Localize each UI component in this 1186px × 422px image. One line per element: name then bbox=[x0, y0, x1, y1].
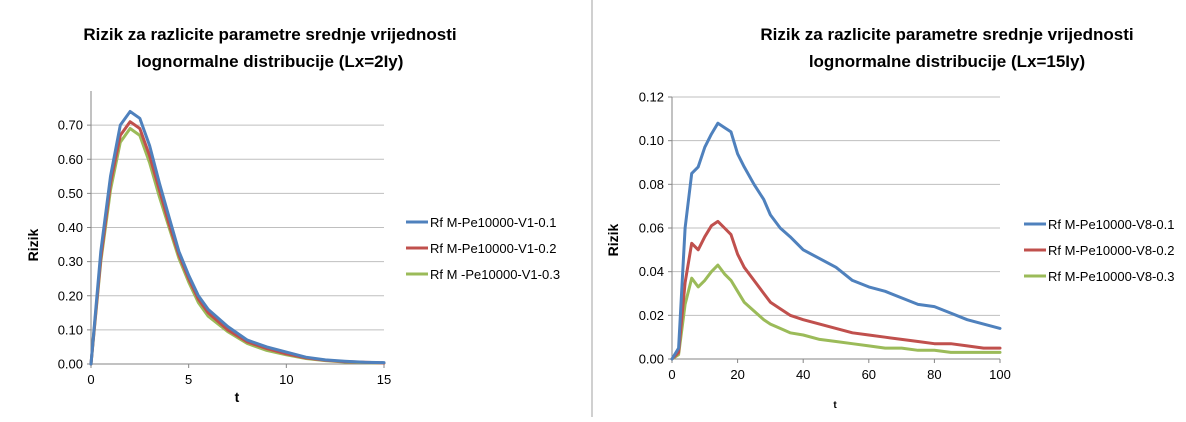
y-tick-label: 0.20 bbox=[58, 288, 83, 303]
legend-label: Rf M-Pe10000-V8-0.2 bbox=[1048, 243, 1174, 258]
legend-label: Rf M-Pe10000-V1-0.2 bbox=[430, 241, 556, 256]
series-line-1 bbox=[89, 110, 386, 366]
x-axis-label: t bbox=[833, 400, 837, 411]
series-line-3 bbox=[89, 127, 386, 366]
legend-label: Rf M -Pe10000-V1-0.3 bbox=[430, 267, 560, 282]
y-tick-label: 0.06 bbox=[639, 221, 664, 236]
x-tick-label: 0 bbox=[668, 367, 675, 382]
y-tick-label: 0.12 bbox=[639, 90, 664, 105]
x-tick-label: 40 bbox=[796, 367, 810, 382]
y-tick-label: 0.40 bbox=[58, 220, 83, 235]
y-tick-label: 0.00 bbox=[58, 357, 83, 372]
x-tick-label: 100 bbox=[989, 367, 1011, 382]
chart-left-panel: Rizik za razlicite parametre srednje vri… bbox=[0, 0, 592, 417]
y-tick-label: 0.60 bbox=[58, 152, 83, 167]
x-tick-label: 10 bbox=[279, 372, 293, 387]
chart-title-line-1: Rizik za razlicite parametre srednje vri… bbox=[83, 25, 456, 44]
x-tick-label: 0 bbox=[87, 372, 94, 387]
y-tick-label: 0.30 bbox=[58, 254, 83, 269]
chart-left: Rizik za razlicite parametre srednje vri… bbox=[25, 25, 560, 405]
chart-title-line-1: Rizik za razlicite parametre srednje vri… bbox=[760, 25, 1133, 44]
chart-title-line-2: lognormalne distribucije (Lx=15Iy) bbox=[809, 52, 1085, 71]
y-tick-label: 0.08 bbox=[639, 177, 664, 192]
x-tick-label: 60 bbox=[862, 367, 876, 382]
y-tick-label: 0.50 bbox=[58, 186, 83, 201]
y-tick-label: 0.02 bbox=[639, 308, 664, 323]
legend-label: Rf M-Pe10000-V1-0.1 bbox=[430, 215, 556, 230]
y-axis-label: Rizik bbox=[605, 223, 621, 256]
chart-right: Rizik za razlicite parametre srednje vri… bbox=[605, 25, 1174, 411]
y-tick-label: 0.70 bbox=[58, 118, 83, 133]
legend-label: Rf M-Pe10000-V8-0.1 bbox=[1048, 217, 1174, 232]
legend-label: Rf M-Pe10000-V8-0.3 bbox=[1048, 269, 1174, 284]
panel-divider bbox=[591, 0, 593, 417]
series-line-3 bbox=[670, 263, 1002, 361]
chart-right-panel: Rizik za razlicite parametre srednje vri… bbox=[592, 0, 1186, 417]
y-tick-label: 0.00 bbox=[639, 352, 664, 367]
series-line-1 bbox=[670, 121, 1002, 361]
x-tick-label: 15 bbox=[377, 372, 391, 387]
x-tick-label: 80 bbox=[927, 367, 941, 382]
y-tick-label: 0.10 bbox=[58, 322, 83, 337]
series-line-2 bbox=[89, 120, 386, 366]
x-tick-label: 5 bbox=[185, 372, 192, 387]
x-tick-label: 20 bbox=[730, 367, 744, 382]
y-tick-label: 0.04 bbox=[639, 264, 664, 279]
x-axis-label: t bbox=[235, 389, 240, 405]
series-line-2 bbox=[670, 219, 1002, 361]
y-tick-label: 0.10 bbox=[639, 133, 664, 148]
chart-title-line-2: lognormalne distribucije (Lx=2Iy) bbox=[137, 52, 404, 71]
y-axis-label: Rizik bbox=[25, 228, 41, 261]
